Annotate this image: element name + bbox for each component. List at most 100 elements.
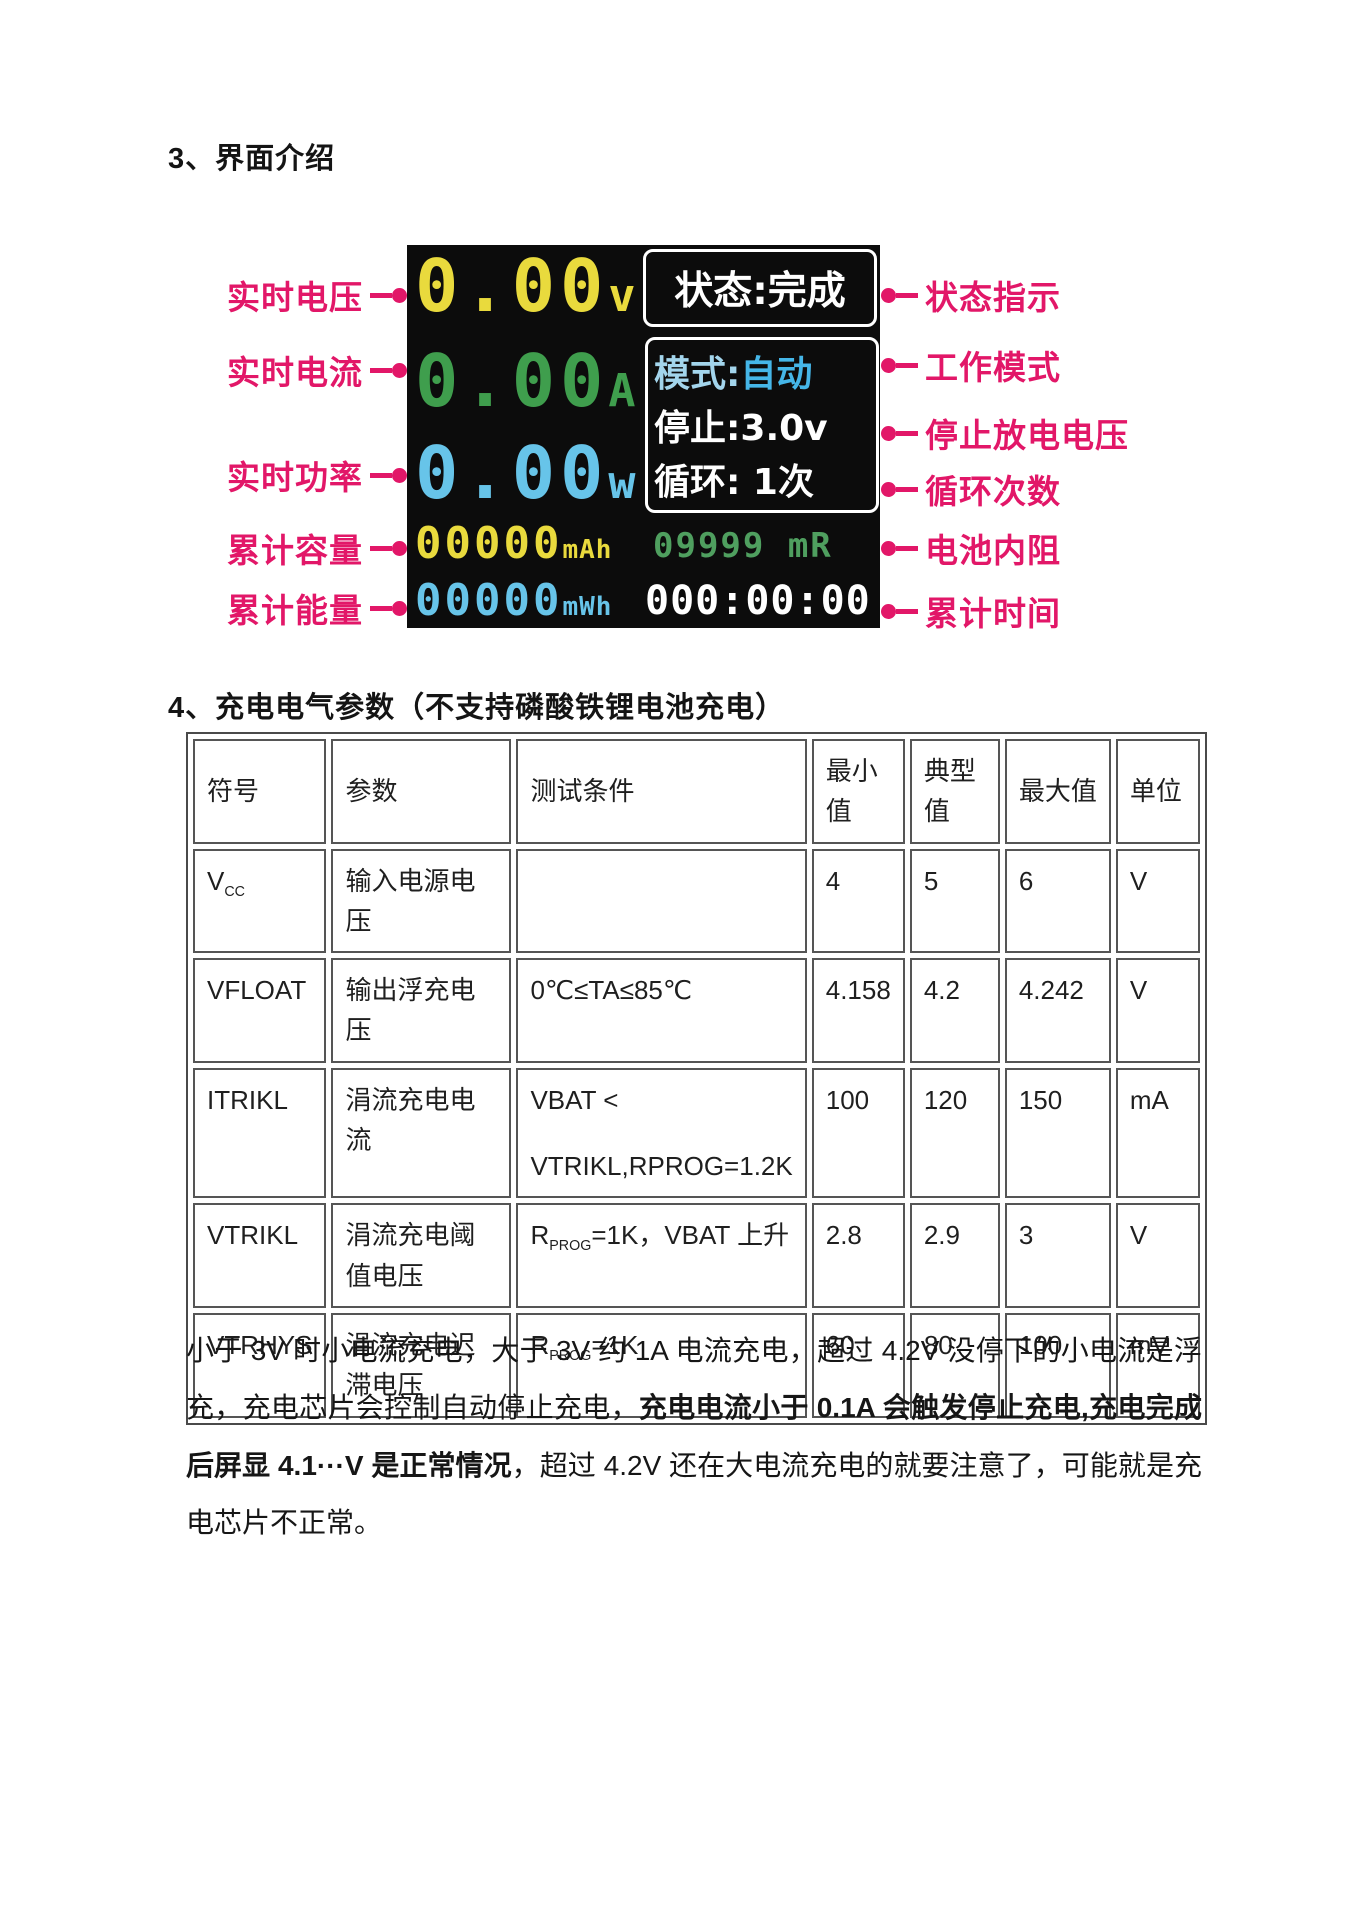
callout-total-energy: 累计能量	[227, 584, 407, 632]
lcd-screenshot: 0.00v 0.00A 0.00w 状态:完成 模式:自动 停止:3.0v 循环…	[407, 245, 880, 628]
cell-symbol: VFLOAT	[193, 958, 327, 1063]
cell-min: 100	[811, 1067, 905, 1199]
connector-dot	[392, 467, 407, 483]
cell-symbol: ITRIKL	[193, 1067, 327, 1199]
cycle-line: 循环: 1次	[654, 462, 814, 503]
cell-unit: mA	[1115, 1067, 1200, 1199]
mode-line: 模式:自动	[654, 354, 813, 395]
power-reading: 0.00w	[415, 431, 638, 515]
connector-line	[896, 362, 918, 368]
connector-dot	[881, 603, 896, 619]
connector-line	[370, 472, 392, 478]
connector-line	[896, 430, 918, 436]
cell-symbol: VTRHYS	[193, 1312, 327, 1418]
cell-parameter: 输入电源电压	[331, 848, 512, 954]
callout-total-capacity: 累计容量	[227, 524, 407, 572]
table-row: VTRIKL 涓流充电阈值电压 RPROG=1K，VBAT 上升 2.8 2.9…	[193, 1203, 1200, 1308]
cell-unit: mV	[1115, 1312, 1200, 1418]
callout-total-time: 累计时间	[881, 587, 1061, 635]
col-header-max: 最大值	[1004, 739, 1111, 844]
connector-line	[370, 367, 392, 373]
col-header-parameter: 参数	[331, 739, 512, 844]
cell-min: 4.158	[811, 958, 905, 1063]
cell-parameter: 涓流充电电流	[331, 1067, 512, 1199]
callout-battery-resistance: 电池内阻	[881, 524, 1061, 572]
callout-work-mode: 工作模式	[881, 341, 1061, 389]
callout-status-indicator: 状态指示	[881, 271, 1061, 319]
table-row: VFLOAT 输出浮充电压 0℃≤TA≤85℃ 4.158 4.2 4.242 …	[193, 958, 1200, 1063]
mode-box: 模式:自动 停止:3.0v 循环: 1次	[645, 337, 879, 513]
cell-min: 2.8	[811, 1203, 905, 1308]
connector-line	[896, 292, 918, 298]
note-text: ，超过 4.2V 还在大电流充电的就要注意了，可能就是充电芯片不正常。	[186, 1449, 1202, 1539]
connector-dot	[881, 540, 896, 556]
cell-typ: 80	[909, 1312, 1000, 1418]
cell-condition: VBAT < VTRIKL,RPROG=1.2K	[516, 1067, 807, 1199]
cell-typ: 5	[909, 848, 1000, 954]
cell-parameter: 涓流充电迟滞电压	[331, 1312, 512, 1418]
cell-min: 60	[811, 1312, 905, 1418]
current-reading: 0.00A	[415, 339, 638, 423]
charging-note: 小于 3V 时小电流充电，大于 3V 约 1A 电流充电，超过 4.2V 没停下…	[186, 1322, 1202, 1552]
connector-dot	[392, 287, 407, 303]
table-row: VCC 输入电源电压 4 5 6 V	[193, 848, 1200, 954]
cell-unit: V	[1115, 1203, 1200, 1308]
cell-condition	[516, 848, 807, 954]
capacity-reading: 00000mAh	[415, 518, 613, 569]
connector-dot	[392, 362, 407, 378]
cell-max: 6	[1004, 848, 1111, 954]
cell-unit: V	[1115, 848, 1200, 954]
cell-symbol: VTRIKL	[193, 1203, 327, 1308]
note-text: 小于 3V 时小电流充电，大于 3V 约 1A 电流充电，超过 4.2V 没停下…	[186, 1335, 1202, 1424]
col-header-symbol: 符号	[193, 739, 327, 844]
connector-dot	[881, 425, 896, 441]
col-header-min: 最小值	[811, 739, 905, 844]
callout-cycle-count: 循环次数	[881, 465, 1061, 513]
voltage-reading: 0.00v	[415, 244, 638, 328]
cell-max: 100	[1004, 1312, 1111, 1418]
col-header-unit: 单位	[1115, 739, 1200, 844]
connector-dot	[392, 540, 407, 556]
connector-dot	[881, 287, 896, 303]
callout-realtime-current: 实时电流	[227, 346, 407, 394]
cell-parameter: 输出浮充电压	[331, 958, 512, 1063]
status-box: 状态:完成	[643, 249, 877, 327]
cell-typ: 4.2	[909, 958, 1000, 1063]
cell-max: 3	[1004, 1203, 1111, 1308]
cell-max: 4.242	[1004, 958, 1111, 1063]
cell-parameter: 涓流充电阈值电压	[331, 1203, 512, 1308]
connector-dot	[881, 481, 896, 497]
connector-line	[370, 605, 392, 611]
energy-reading: 00000mWh	[415, 575, 613, 626]
connector-line	[896, 545, 918, 551]
table-row: ITRIKL 涓流充电电流 VBAT < VTRIKL,RPROG=1.2K 10…	[193, 1067, 1200, 1199]
table-row: VTRHYS 涓流充电迟滞电压 RPROG=1K 60 80 100 mV	[193, 1312, 1200, 1418]
callout-realtime-voltage: 实时电压	[227, 271, 407, 319]
callout-stop-discharge-voltage: 停止放电电压	[881, 409, 1129, 457]
cell-symbol: VCC	[193, 848, 327, 954]
col-header-condition: 测试条件	[516, 739, 807, 844]
section3-heading: 3、界面介绍	[168, 143, 336, 175]
note-bold-text: 充电电流小于 0.1A 会触发停止充电,充电完成后屏显 4.1···V 是正常情…	[186, 1392, 1202, 1481]
stop-voltage-line: 停止:3.0v	[654, 408, 828, 449]
status-text: 状态:完成	[674, 269, 846, 314]
cell-condition: 0℃≤TA≤85℃	[516, 958, 807, 1063]
resistance-reading: 09999 mR	[653, 526, 833, 566]
connector-dot	[392, 600, 407, 616]
cell-unit: V	[1115, 958, 1200, 1063]
callout-realtime-power: 实时功率	[227, 451, 407, 499]
cell-max: 150	[1004, 1067, 1111, 1199]
charging-parameters-table: 符号 参数 测试条件 最小值 典型值 最大值 单位 VCC 输入电源电压 4 5…	[186, 732, 1207, 1425]
col-header-typ: 典型值	[909, 739, 1000, 844]
cell-min: 4	[811, 848, 905, 954]
time-reading: 000:00:00	[645, 578, 871, 624]
connector-line	[370, 545, 392, 551]
connector-line	[896, 608, 918, 614]
cell-condition: RPROG=1K，VBAT 上升	[516, 1203, 807, 1308]
cell-condition: RPROG=1K	[516, 1312, 807, 1418]
connector-line	[896, 486, 918, 492]
connector-line	[370, 292, 392, 298]
cell-typ: 120	[909, 1067, 1000, 1199]
cell-typ: 2.9	[909, 1203, 1000, 1308]
